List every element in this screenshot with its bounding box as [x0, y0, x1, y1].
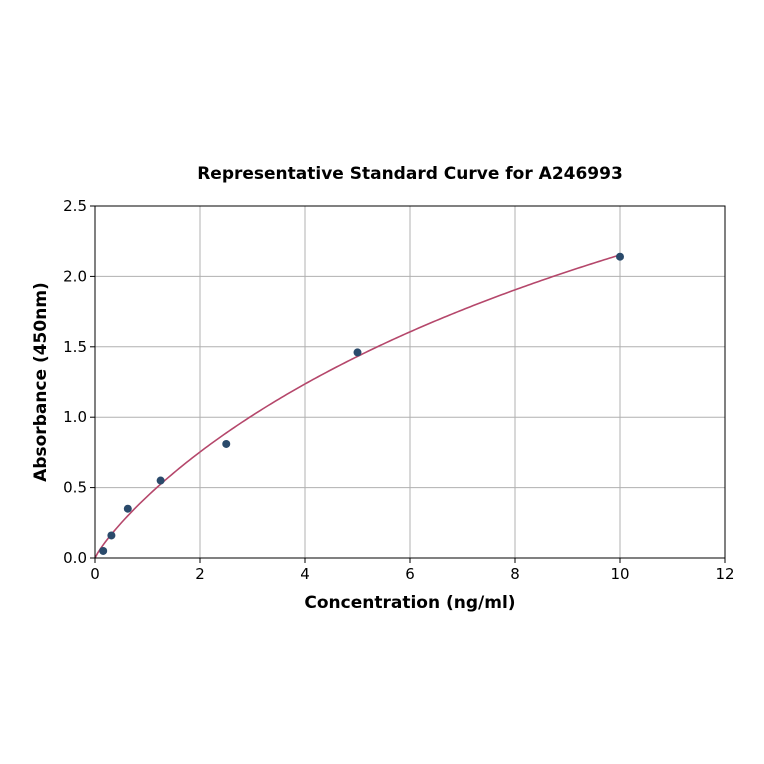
x-axis-ticks: 0 2 4 6 8 10 12: [90, 558, 735, 583]
data-point: [123, 504, 132, 513]
y-tick-label: 2.5: [63, 197, 87, 215]
y-tick-label: 0.5: [63, 479, 87, 497]
fit-curve-group: [94, 254, 621, 559]
x-tick-label: 2: [195, 565, 205, 583]
x-tick-label: 12: [715, 565, 734, 583]
data-point: [222, 439, 231, 448]
y-axis-label: Absorbance (450nm): [31, 282, 51, 482]
x-tick-label: 10: [610, 565, 629, 583]
x-axis-label: Concentration (ng/ml): [304, 593, 515, 613]
chart-title: Representative Standard Curve for A24699…: [197, 164, 623, 184]
data-point: [616, 252, 624, 261]
data-points: [99, 252, 624, 555]
y-axis-ticks: 0.0 0.5 1.0 1.5 2.0 2.5: [63, 197, 95, 567]
y-tick-label: 0.0: [63, 549, 87, 567]
data-point: [156, 476, 165, 485]
y-tick-label: 1.0: [63, 408, 87, 426]
x-tick-label: 6: [405, 565, 415, 583]
data-point: [353, 348, 362, 357]
x-tick-label: 4: [300, 565, 310, 583]
fit-curve: [94, 254, 621, 559]
x-tick-label: 8: [510, 565, 520, 583]
data-point: [107, 531, 116, 540]
data-point: [99, 546, 108, 555]
y-tick-label: 2.0: [63, 267, 87, 285]
grid: [94, 205, 726, 559]
x-tick-label: 0: [90, 565, 100, 583]
y-tick-label: 1.5: [63, 338, 87, 356]
